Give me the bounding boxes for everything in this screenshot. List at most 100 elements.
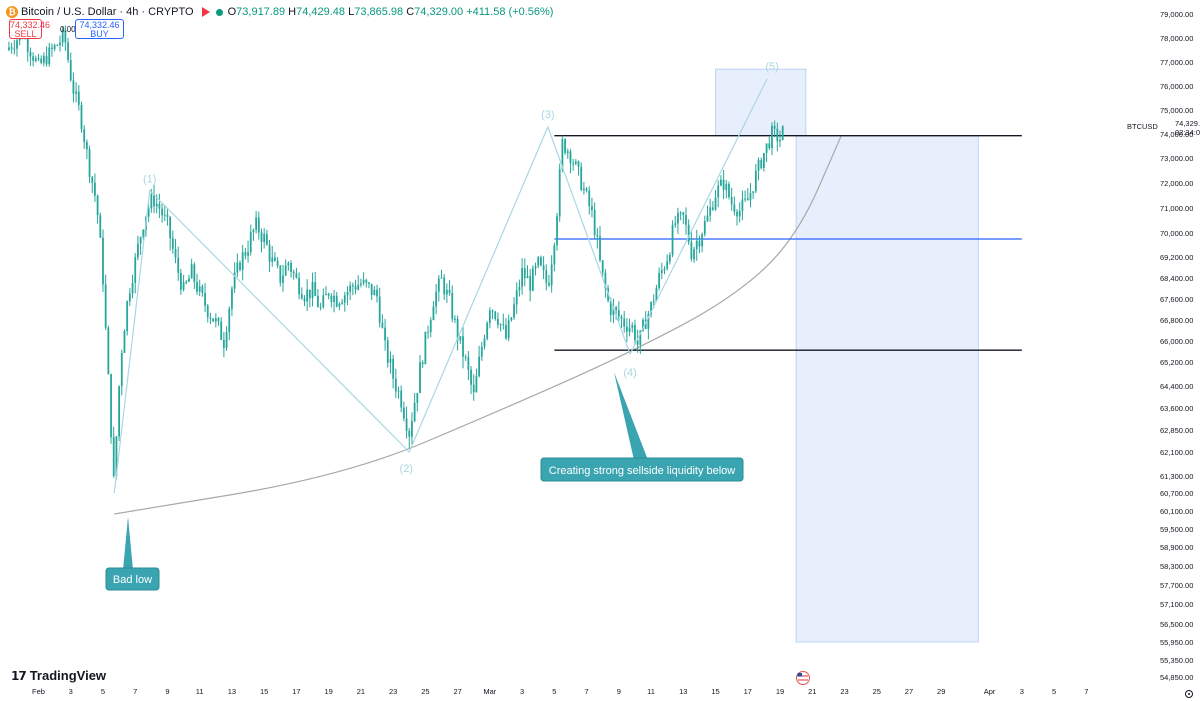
candle-body bbox=[341, 302, 343, 304]
candle-288 bbox=[781, 125, 784, 141]
time-axis[interactable]: Feb 3 5 7 9 11 13 15 17 19 21 23 25 27 Mar 3 5 7 9 11 13 15 17… bbox=[32, 687, 1088, 696]
candle-body bbox=[249, 232, 252, 253]
candle-32 bbox=[94, 173, 96, 202]
wave-label-5: (5) bbox=[765, 61, 778, 73]
buy-price: 74,332.46 bbox=[79, 20, 120, 30]
tradingview-logo[interactable]: 𝟭𝟳 TradingView bbox=[11, 668, 106, 683]
candle-278 bbox=[754, 164, 757, 194]
candle-266 bbox=[722, 170, 725, 200]
settings-icon[interactable] bbox=[1185, 690, 1193, 698]
candle-197 bbox=[537, 255, 540, 269]
bar-countdown: 02:34:08 bbox=[1175, 128, 1200, 137]
candle-132 bbox=[362, 272, 365, 286]
sell-button[interactable]: 74,332.46 SELL bbox=[9, 19, 50, 39]
candle-body bbox=[53, 45, 56, 50]
candle-body bbox=[61, 29, 64, 43]
y-tick-label-2: 77,000.00 bbox=[1160, 58, 1193, 67]
candle-175 bbox=[478, 345, 481, 378]
candle-body bbox=[515, 290, 518, 305]
y-tick-label-13: 66,800.00 bbox=[1160, 316, 1193, 325]
candle-body bbox=[225, 332, 228, 348]
candle-216 bbox=[588, 186, 591, 215]
flag-icon[interactable] bbox=[201, 7, 210, 17]
candle-body bbox=[644, 319, 647, 329]
candle-body bbox=[72, 80, 75, 94]
candle-body bbox=[730, 197, 733, 205]
x-tick-label-10: 21 bbox=[357, 687, 365, 696]
candle-36 bbox=[104, 274, 107, 331]
y-tick-label-26: 57,700.00 bbox=[1160, 581, 1193, 590]
elliott-wave: (1) (2) (3) (4) (5) bbox=[113, 61, 779, 494]
us-flag-icon[interactable] bbox=[796, 671, 810, 685]
candle-body bbox=[628, 327, 631, 332]
x-tick-label-26: 25 bbox=[873, 687, 881, 696]
candle-body bbox=[776, 128, 779, 142]
candle-244 bbox=[663, 266, 666, 275]
candle-20 bbox=[61, 26, 64, 47]
candle-201 bbox=[548, 274, 550, 288]
candle-117 bbox=[322, 288, 325, 309]
candle-body bbox=[378, 296, 381, 323]
brand-name: TradingView bbox=[29, 668, 107, 683]
candle-body bbox=[413, 402, 416, 422]
candle-95 bbox=[263, 228, 266, 249]
candle-body bbox=[566, 151, 569, 153]
market-status-icon bbox=[215, 8, 223, 16]
candle-body bbox=[303, 298, 306, 302]
candle-77 bbox=[214, 313, 217, 328]
candle-body bbox=[306, 289, 309, 302]
candle-287 bbox=[779, 130, 781, 148]
candle-body bbox=[362, 279, 365, 284]
candle-body bbox=[236, 262, 239, 273]
buy-button[interactable]: 74,332.46 BUY bbox=[75, 19, 124, 39]
candle-body bbox=[427, 331, 429, 333]
candle-body bbox=[553, 245, 556, 265]
candle-body bbox=[518, 286, 521, 291]
price-axis[interactable]: 79,000.00 78,000.00 77,000.00 76,000.00 75,0… bbox=[1160, 10, 1193, 682]
prediction-zones bbox=[715, 68, 979, 643]
candle-160 bbox=[437, 275, 440, 302]
symbol-title[interactable]: Bitcoin / U.S. Dollar · 4h · CRYPTO bbox=[21, 6, 194, 18]
candle-body bbox=[139, 237, 142, 244]
candle-181 bbox=[494, 310, 497, 321]
candle-19 bbox=[59, 35, 61, 52]
candle-body bbox=[179, 272, 182, 290]
x-tick-label-9: 19 bbox=[324, 687, 332, 696]
candle-130 bbox=[357, 275, 360, 291]
candle-250 bbox=[679, 211, 682, 221]
candle-body bbox=[437, 278, 440, 292]
candle-body bbox=[467, 357, 470, 370]
candle-112 bbox=[308, 289, 311, 308]
candle-35 bbox=[102, 229, 104, 293]
candle-body bbox=[701, 234, 704, 247]
candle-body bbox=[545, 270, 548, 283]
candle-body bbox=[228, 308, 231, 333]
candle-191 bbox=[521, 258, 523, 295]
candle-body bbox=[107, 327, 110, 375]
candle-body bbox=[338, 303, 341, 307]
candle-body bbox=[561, 139, 564, 170]
candle-231 bbox=[628, 318, 631, 337]
candle-body bbox=[408, 430, 411, 437]
candle-body bbox=[604, 272, 607, 289]
candle-body bbox=[754, 170, 757, 192]
candle-131 bbox=[360, 278, 362, 288]
zone-1 bbox=[795, 135, 979, 643]
candle-162 bbox=[443, 273, 446, 300]
candle-121 bbox=[333, 289, 335, 313]
candle-90 bbox=[249, 224, 252, 256]
candle-body bbox=[763, 153, 765, 169]
candle-26 bbox=[77, 85, 80, 111]
candle-body bbox=[596, 234, 599, 237]
candle-body bbox=[666, 261, 669, 269]
y-tick-label-12: 67,600.00 bbox=[1160, 295, 1193, 304]
candle-270 bbox=[733, 196, 736, 216]
wave-line bbox=[113, 78, 768, 494]
x-tick-label-30: 3 bbox=[1020, 687, 1024, 696]
candle-body bbox=[580, 166, 583, 191]
candle-268 bbox=[728, 181, 730, 200]
candle-body bbox=[357, 284, 360, 290]
candle-154 bbox=[421, 360, 424, 368]
candle-body bbox=[634, 325, 636, 341]
